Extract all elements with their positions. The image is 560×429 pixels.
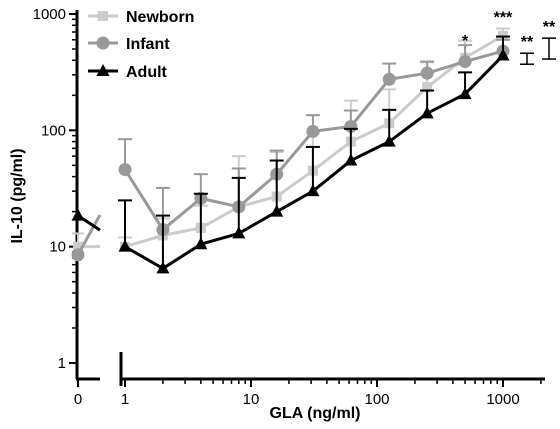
series-line-adult — [124, 54, 505, 270]
y-tick-label: 100 — [41, 122, 66, 139]
data-point — [71, 248, 85, 262]
legend-item-adult: Adult — [88, 64, 168, 81]
tick-marks: 1 10 100 1000 0 1 10 100 1000 — [33, 6, 542, 408]
data-point — [270, 204, 284, 217]
data-point — [422, 82, 433, 93]
legend-marker-square — [98, 11, 108, 21]
y-tick-label: 1 — [58, 355, 66, 372]
x-tick-label: 1 — [121, 391, 129, 408]
series-infant — [71, 38, 510, 262]
x-tick-label: 0 — [74, 391, 82, 408]
data-point — [458, 87, 472, 100]
series-segment-zero — [76, 214, 102, 256]
x-tick-label: 1000 — [486, 391, 519, 408]
significance-label: * — [462, 33, 469, 50]
data-point — [420, 66, 434, 80]
data-point — [118, 239, 132, 252]
series-newborn — [72, 27, 510, 252]
legend-item-newborn: Newborn — [88, 9, 194, 26]
data-point — [420, 106, 434, 119]
significance-annotations: ******** — [462, 10, 556, 65]
significance-label: *** — [494, 10, 513, 27]
legend-item-infant: Infant — [88, 36, 170, 53]
legend: Newborn Infant Adult — [88, 9, 194, 81]
data-point — [382, 72, 396, 86]
x-tick-label: 10 — [243, 391, 260, 408]
x-axis-title: GLA (ng/ml) — [270, 405, 361, 422]
data-point — [73, 241, 83, 252]
data-point — [344, 153, 358, 166]
data-point — [496, 48, 510, 61]
y-axis-title: IL-10 (pg/ml) — [9, 148, 26, 243]
data-point — [306, 124, 320, 138]
significance-label: ** — [543, 19, 556, 36]
data-point — [194, 237, 208, 250]
data-point — [382, 134, 396, 147]
y-tick-label: 1000 — [33, 6, 66, 23]
series-lines — [71, 27, 510, 274]
legend-label-infant: Infant — [126, 36, 170, 53]
data-point — [232, 226, 246, 239]
data-point — [71, 208, 85, 221]
data-point — [118, 163, 132, 177]
series-adult — [71, 35, 510, 274]
y-tick-label: 10 — [49, 239, 66, 256]
legend-marker-triangle — [96, 64, 110, 76]
series-line-infant — [123, 49, 504, 232]
legend-label-adult: Adult — [126, 64, 168, 81]
significance-label: ** — [521, 34, 534, 51]
data-point — [306, 184, 320, 197]
legend-label-newborn: Newborn — [126, 9, 194, 26]
x-tick-label: 100 — [364, 391, 389, 408]
data-point — [458, 55, 472, 69]
data-point — [156, 261, 170, 274]
legend-marker-circle — [96, 36, 110, 50]
